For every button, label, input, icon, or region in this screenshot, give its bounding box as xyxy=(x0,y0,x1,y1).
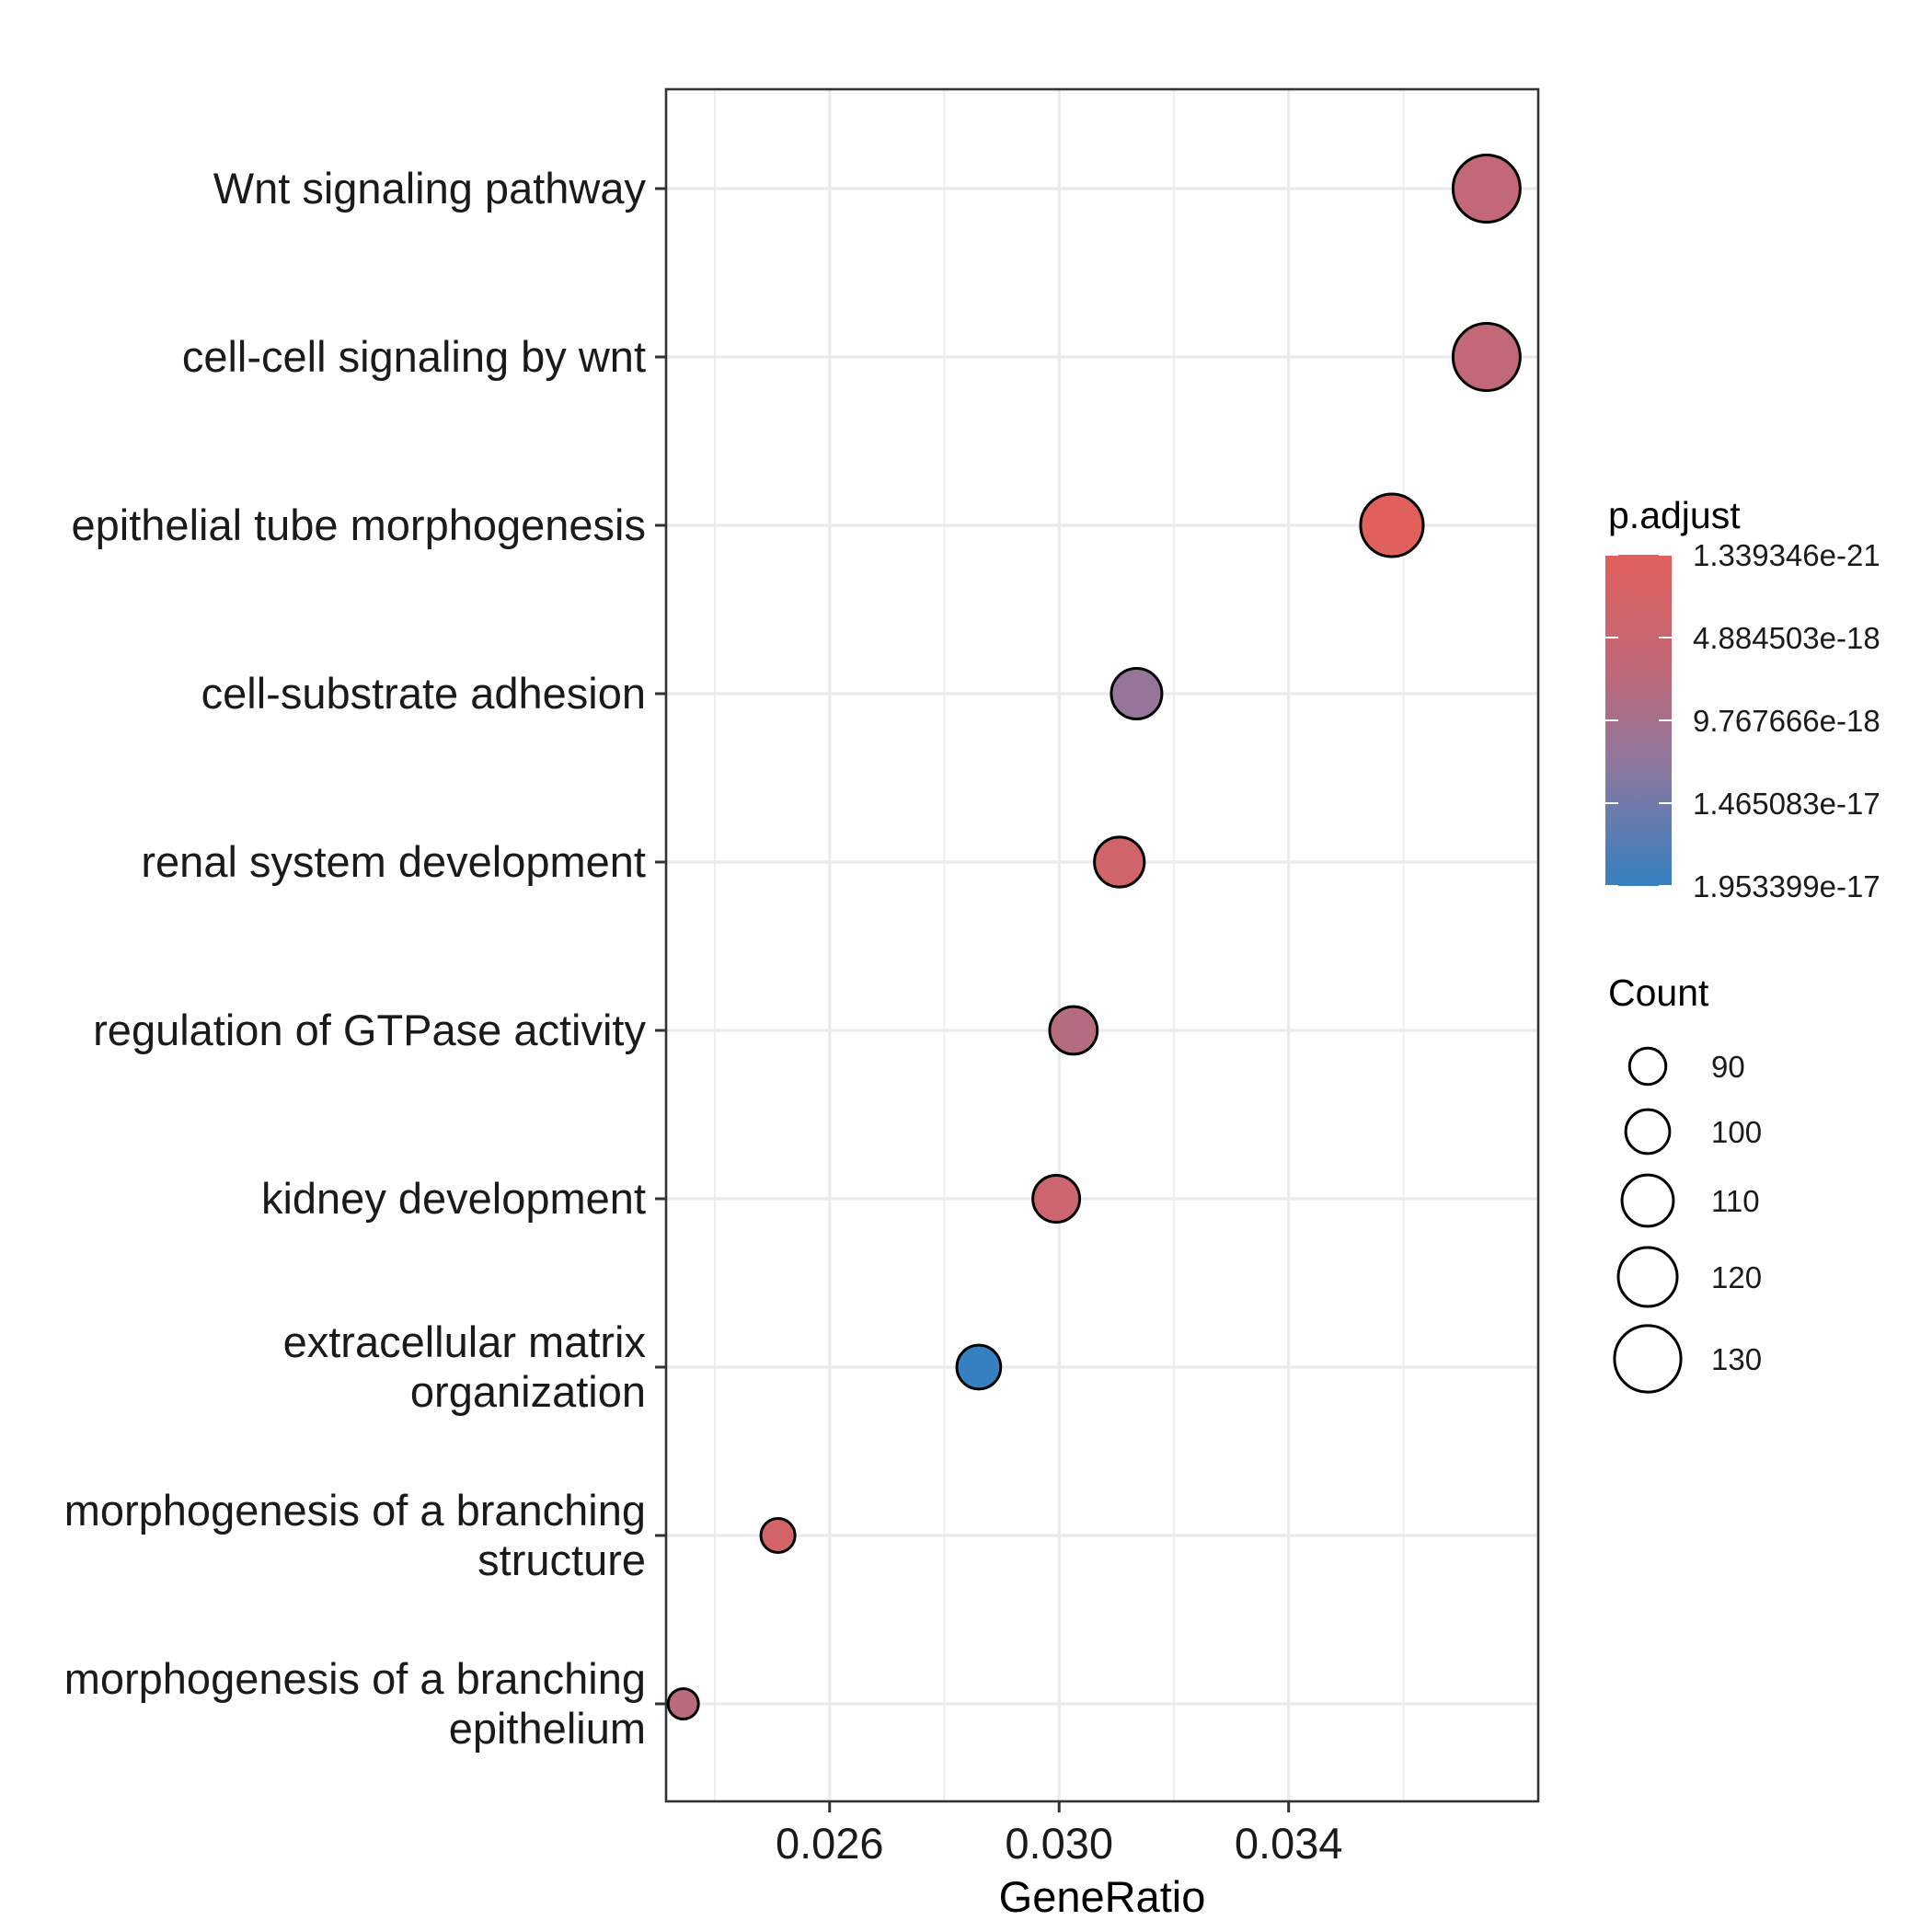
size-legend-title: Count xyxy=(1608,972,1709,1014)
x-tick-label: 0.034 xyxy=(1235,1819,1343,1868)
x-tick-label: 0.026 xyxy=(776,1819,884,1868)
size-legend-label: 90 xyxy=(1711,1050,1745,1084)
color-legend-label: 1.953399e-17 xyxy=(1693,869,1880,903)
category-label-line: morphogenesis of a branching xyxy=(64,1486,646,1535)
x-tick-label: 0.030 xyxy=(1005,1819,1113,1868)
size-legend-label: 110 xyxy=(1711,1184,1760,1218)
y-axis: Wnt signaling pathway cell-cell signaling… xyxy=(64,164,666,1753)
panel-background xyxy=(666,89,1538,1801)
color-legend-label: 9.767666e-18 xyxy=(1693,704,1880,738)
size-legend-circle xyxy=(1616,1246,1679,1308)
data-point xyxy=(1110,666,1164,721)
size-legend-circle xyxy=(1613,1324,1683,1394)
category-label-line: epithelial tube morphogenesis xyxy=(72,500,646,549)
color-legend-label: 1.339346e-21 xyxy=(1693,538,1880,572)
size-legend-circle xyxy=(1627,1046,1668,1087)
category-label: regulation of GTPase activity xyxy=(93,1006,646,1054)
color-legend-title: p.adjust xyxy=(1608,494,1741,536)
category-label-line: regulation of GTPase activity xyxy=(93,1006,646,1054)
data-point xyxy=(955,1343,1003,1391)
plot-panel xyxy=(664,87,1540,1803)
category-label-line: morphogenesis of a branching xyxy=(64,1654,646,1703)
category-label: renal system development xyxy=(141,837,646,886)
category-label-line: Wnt signaling pathway xyxy=(213,164,647,213)
data-point xyxy=(1451,154,1522,224)
panel-border xyxy=(664,87,1540,1803)
size-legend-label: 130 xyxy=(1711,1342,1762,1376)
category-label-line: renal system development xyxy=(141,837,646,886)
size-legend: Count 90 100 110 120 130 xyxy=(1608,972,1762,1394)
data-point xyxy=(759,1516,797,1555)
category-label-line: structure xyxy=(477,1535,646,1584)
category-label: epithelial tube morphogenesis xyxy=(72,500,646,549)
data-point xyxy=(1093,835,1146,889)
category-label-line: extracellular matrix xyxy=(283,1317,646,1366)
data-point xyxy=(666,1687,700,1720)
category-label-line: cell-substrate adhesion xyxy=(201,669,646,718)
category-label-line: organization xyxy=(410,1367,646,1416)
data-point xyxy=(1048,1005,1099,1056)
category-label: cell-cell signaling by wnt xyxy=(182,332,646,381)
category-label: morphogenesis of a branching structure xyxy=(64,1486,646,1584)
category-label: Wnt signaling pathway xyxy=(213,164,647,213)
category-label-line: kidney development xyxy=(261,1174,646,1223)
category-label-line: cell-cell signaling by wnt xyxy=(182,332,646,381)
category-label: morphogenesis of a branching epithelium xyxy=(64,1654,646,1753)
x-axis-title: GeneRatio xyxy=(999,1872,1206,1921)
category-label: extracellular matrix organization xyxy=(283,1317,646,1416)
x-axis: 0.026 0.030 0.034 GeneRatio xyxy=(776,1801,1343,1921)
data-points xyxy=(666,154,1522,1720)
category-label: kidney development xyxy=(261,1174,646,1223)
size-legend-label: 100 xyxy=(1711,1115,1762,1149)
color-legend-label: 1.465083e-17 xyxy=(1693,787,1880,821)
size-legend-circle xyxy=(1620,1173,1675,1228)
data-point xyxy=(1451,322,1522,392)
data-point xyxy=(1359,492,1425,558)
size-legend-label: 120 xyxy=(1711,1260,1762,1294)
color-legend-label: 4.884503e-18 xyxy=(1693,621,1880,655)
category-label: cell-substrate adhesion xyxy=(201,669,646,718)
size-legend-circle xyxy=(1624,1108,1672,1156)
category-label-line: epithelium xyxy=(449,1704,646,1753)
data-point xyxy=(1031,1174,1082,1224)
